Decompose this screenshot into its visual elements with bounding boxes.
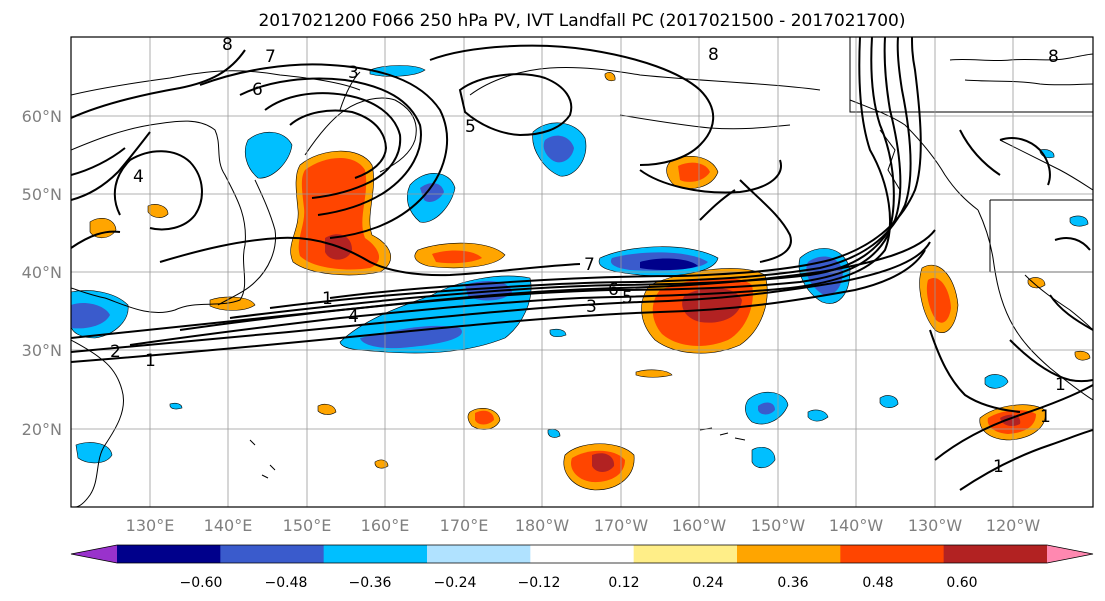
colorbar: −0.60 −0.48 −0.36 −0.24 −0.12 0.12 0.24 …: [70, 544, 1094, 591]
colorbar-tick-label: 0.48: [862, 575, 893, 591]
contour-label: 3: [586, 297, 597, 317]
lat-label: 40°N: [22, 263, 62, 282]
colorbar-tick-label: 0.24: [692, 575, 723, 591]
lon-label: 180°W: [515, 516, 570, 535]
contour-label: 3: [348, 63, 359, 83]
lon-label: 150°W: [751, 516, 806, 535]
pv-contours: [71, 37, 1093, 491]
lat-label: 50°N: [22, 185, 62, 204]
lat-label: 60°N: [22, 107, 62, 126]
lon-label: 140°W: [829, 516, 884, 535]
colorbar-min-extension: [71, 545, 117, 563]
colorbar-max-extension: [1047, 545, 1093, 563]
contour-label: 4: [133, 167, 144, 187]
lon-label: 140°E: [204, 516, 253, 535]
contour-label: 8: [708, 45, 719, 65]
colorbar-tick-label: 0.12: [608, 575, 639, 591]
colorbar-segment: [220, 545, 325, 563]
contour-label: 7: [584, 255, 595, 275]
lat-label: 30°N: [22, 341, 62, 360]
map-title: 2017021200 F066 250 hPa PV, IVT Landfall…: [258, 11, 905, 31]
colorbar-tick-label: −0.48: [265, 575, 308, 591]
colorbar-tick-label: −0.36: [349, 575, 392, 591]
colorbar-segment: [427, 545, 531, 563]
colorbar-outline: [70, 544, 1094, 564]
coastlines: [71, 37, 1093, 507]
lon-label: 170°W: [594, 516, 649, 535]
contour-label: 1: [322, 289, 333, 309]
colorbar-segment: [530, 545, 635, 563]
colorbar-segment: [117, 545, 221, 563]
colorbar-tick-label: 0.60: [946, 575, 977, 591]
colorbar-segment: [633, 545, 738, 563]
lon-label: 170°E: [440, 516, 489, 535]
longitude-labels: 130°E 140°E 150°E 160°E 170°E 180°W 170°…: [126, 516, 1041, 535]
colorbar-tick-label: −0.12: [518, 575, 561, 591]
contour-label: 8: [222, 35, 233, 55]
colorbar-segment: [737, 545, 841, 563]
contour-label: 1: [993, 457, 1004, 477]
lat-label: 20°N: [22, 420, 62, 439]
lon-label: 120°W: [986, 516, 1041, 535]
colorbar-segment: [943, 545, 1048, 563]
contour-label: 6: [252, 80, 263, 100]
colorbar-tick-label: −0.24: [434, 575, 477, 591]
lon-label: 150°E: [283, 516, 332, 535]
contour-label: 1: [1055, 375, 1066, 395]
colorbar-ticks: −0.60 −0.48 −0.36 −0.24 −0.12 0.12 0.24 …: [180, 575, 978, 591]
contour-labels: 8 7 6 3 4 5 8 7 6 5 3 1 4 2 1 1 1 1 8: [110, 35, 1066, 477]
lon-label: 160°W: [672, 516, 727, 535]
colorbar-tick-label: 0.36: [777, 575, 808, 591]
map-frame: [70, 36, 1094, 508]
graticule: [71, 37, 1093, 507]
colorbar-segment: [323, 545, 428, 563]
map-content: 8 7 6 3 4 5 8 7 6 5 3 1 4 2 1 1 1 1 8: [71, 35, 1093, 507]
contour-label: 6: [608, 280, 619, 300]
contour-label: 8: [1048, 47, 1059, 67]
contour-label: 1: [145, 351, 156, 371]
colorbar-segments: [70, 544, 1094, 564]
lon-label: 130°E: [126, 516, 175, 535]
lon-label: 160°E: [361, 516, 410, 535]
contour-label: 5: [622, 288, 633, 308]
contour-label: 7: [265, 47, 276, 67]
contour-label: 5: [465, 117, 476, 137]
lon-label: 130°W: [908, 516, 963, 535]
contour-label: 1: [1040, 407, 1051, 427]
contour-label: 2: [110, 342, 121, 362]
latitude-labels: 60°N 50°N 40°N 30°N 20°N: [22, 107, 62, 439]
colorbar-tick-label: −0.60: [180, 575, 223, 591]
contour-label: 4: [348, 307, 359, 327]
colorbar-segment: [840, 545, 945, 563]
